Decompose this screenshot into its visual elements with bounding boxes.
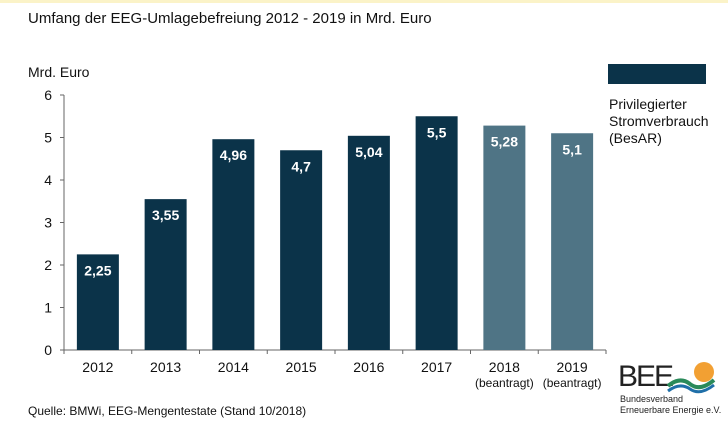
x-tick-label: 2012 — [82, 359, 113, 375]
data-label: 3,55 — [152, 207, 179, 223]
y-tick-label: 0 — [44, 342, 52, 358]
y-tick-label: 1 — [44, 300, 52, 316]
logo-subtitle-line2: Erneuerbare Energie e.V. — [620, 405, 722, 415]
legend-swatch — [608, 64, 706, 84]
data-label: 5,5 — [427, 124, 447, 140]
y-tick-label: 6 — [44, 87, 52, 103]
x-tick-label: 2014 — [218, 359, 249, 375]
bar-2016 — [347, 135, 390, 350]
logo-subtitle-line1: Bundesverband — [620, 394, 684, 404]
y-tick-label: 3 — [44, 215, 52, 231]
x-tick-label: 2017 — [421, 359, 452, 375]
bar-2018 — [483, 125, 526, 350]
data-label: 5,28 — [491, 134, 518, 150]
top-divider — [0, 0, 728, 3]
logo-subtitle: Bundesverband Erneuerbare Energie e.V. — [620, 394, 721, 416]
chart-title: Umfang der EEG-Umlagebefreiung 2012 - 20… — [28, 10, 432, 27]
y-tick-label: 5 — [44, 130, 52, 146]
y-tick-label: 2 — [44, 257, 52, 273]
svg-text:BEE: BEE — [618, 360, 673, 393]
x-tick-label: 2013 — [150, 359, 181, 375]
data-label: 5,04 — [355, 144, 382, 160]
x-tick-label: 2019 — [557, 359, 588, 375]
data-label: 4,7 — [291, 158, 311, 174]
x-tick-sublabel: (beantragt) — [543, 376, 602, 390]
bar-2013 — [144, 199, 187, 350]
bar-2014 — [212, 139, 255, 350]
data-label: 2,25 — [84, 262, 111, 278]
x-tick-label: 2018 — [489, 359, 520, 375]
legend-label: Privilegierter Stromverbrauch (BesAR) — [609, 96, 709, 146]
x-tick-sublabel: (beantragt) — [475, 376, 534, 390]
data-label: 5,1 — [562, 141, 582, 157]
x-tick-label: 2016 — [353, 359, 384, 375]
x-tick-label: 2015 — [286, 359, 317, 375]
bar-2015 — [280, 150, 323, 350]
y-axis-label: Mrd. Euro — [28, 64, 90, 80]
bee-logo: BEE — [618, 360, 716, 394]
bar-2017 — [415, 116, 458, 350]
bar-2019 — [551, 133, 594, 350]
y-tick-label: 4 — [44, 172, 52, 188]
bar-2012 — [76, 254, 119, 350]
source-note: Quelle: BMWi, EEG-Mengentestate (Stand 1… — [28, 404, 307, 418]
data-label: 4,96 — [220, 147, 247, 163]
